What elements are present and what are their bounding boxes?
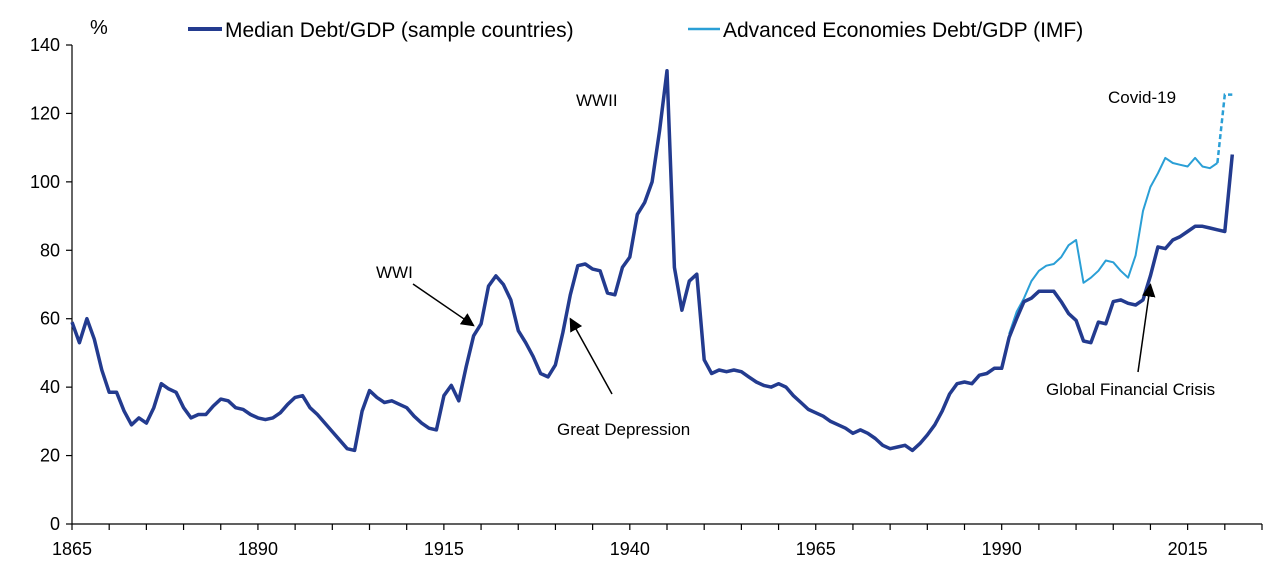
legend: Median Debt/GDP (sample countries) Advan… bbox=[188, 19, 1083, 42]
legend-label-median: Median Debt/GDP (sample countries) bbox=[225, 19, 574, 42]
x-tick-label: 1890 bbox=[238, 539, 278, 559]
series-line-advanced-projection bbox=[1216, 93, 1233, 164]
annotation-wwi-arrow bbox=[412, 283, 475, 327]
y-tick-label: 20 bbox=[40, 446, 60, 466]
series-line-median bbox=[70, 68, 1235, 453]
x-tick-label: 1965 bbox=[796, 539, 836, 559]
y-tick-label: 60 bbox=[40, 309, 60, 329]
y-tick-label: 100 bbox=[30, 172, 60, 192]
x-tick-label: 1915 bbox=[424, 539, 464, 559]
annotation-wwii: WWII bbox=[576, 91, 618, 110]
x-axis-ticks: 1865 1890 1915 1940 1965 1990 2015 bbox=[52, 524, 1263, 559]
x-tick-label: 1940 bbox=[610, 539, 650, 559]
y-tick-label: 80 bbox=[40, 240, 60, 260]
y-tick-label: 140 bbox=[30, 35, 60, 55]
x-tick-label: 2015 bbox=[1168, 539, 1208, 559]
y-tick-label: 0 bbox=[50, 514, 60, 534]
annotation-great-depression: Great Depression bbox=[557, 420, 690, 439]
series-line-advanced bbox=[1008, 156, 1218, 335]
x-tick-label: 1990 bbox=[982, 539, 1022, 559]
legend-label-advanced: Advanced Economies Debt/GDP (IMF) bbox=[723, 19, 1083, 42]
series-layer bbox=[70, 68, 1235, 453]
y-axis-unit-label: % bbox=[90, 17, 108, 39]
annotation-covid-19: Covid-19 bbox=[1108, 88, 1176, 107]
x-tick-label: 1865 bbox=[52, 539, 92, 559]
annotation-gfc-arrow bbox=[1137, 283, 1156, 373]
annotation-global-financial-crisis: Global Financial Crisis bbox=[1046, 380, 1215, 399]
annotations: WWI WWII Great Depression Covid-19 Globa… bbox=[376, 88, 1215, 439]
y-tick-label: 120 bbox=[30, 103, 60, 123]
y-axis-ticks: 0 20 40 60 80 100 120 140 bbox=[30, 35, 72, 534]
y-tick-label: 40 bbox=[40, 377, 60, 397]
annotation-wwi: WWI bbox=[376, 263, 413, 282]
annotation-great-depression-arrow bbox=[569, 317, 613, 395]
